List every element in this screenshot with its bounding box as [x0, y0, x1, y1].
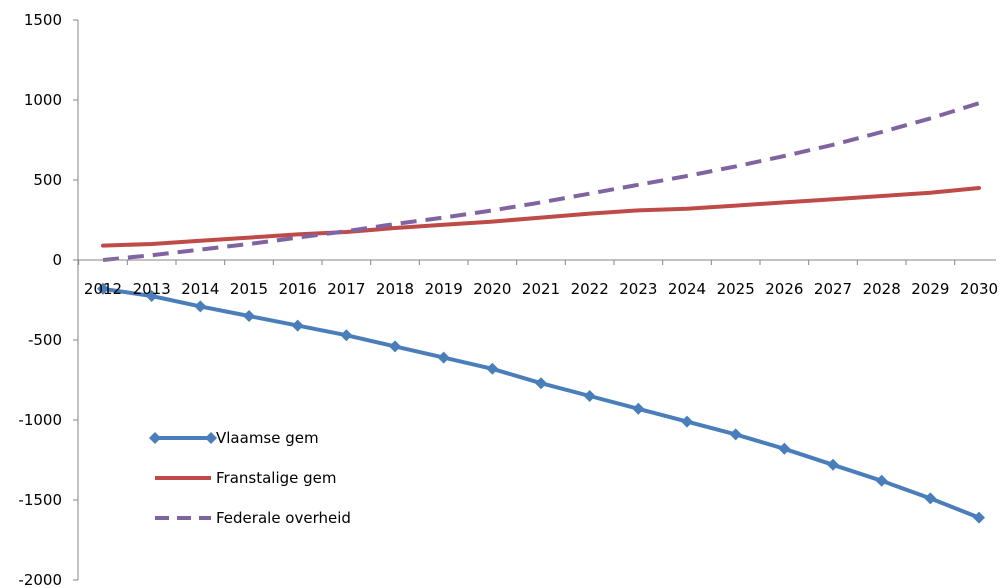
x-tick-label: 2013 [133, 280, 171, 298]
x-tick-label: 2014 [181, 280, 219, 298]
x-tick-label: 2023 [619, 280, 657, 298]
legend-label: Vlaamse gem [216, 429, 319, 447]
data-point [194, 300, 207, 313]
x-tick-label: 2016 [279, 280, 317, 298]
legend-marker [149, 432, 161, 444]
legend-marker [205, 432, 217, 444]
x-tick-label: 2012 [84, 280, 122, 298]
x-tick-label: 2027 [814, 280, 852, 298]
data-point [875, 474, 888, 487]
y-tick-label: -500 [28, 331, 62, 349]
x-tick-label: 2024 [668, 280, 706, 298]
data-point [924, 492, 937, 505]
y-tick-label: 500 [33, 171, 62, 189]
x-tick-label: 2017 [327, 280, 365, 298]
x-tick-label: 2030 [960, 280, 998, 298]
data-point [535, 377, 547, 390]
x-tick-label: 2028 [863, 280, 901, 298]
data-point [145, 290, 158, 302]
data-point [340, 329, 353, 342]
x-tick-label: 2019 [425, 280, 463, 298]
data-point [389, 340, 401, 353]
x-tick-label: 2021 [522, 280, 560, 298]
data-point [97, 282, 109, 295]
y-axis: 1500 1000 500 0 -500 -1000 -1500 -2000 [18, 11, 79, 588]
legend-item: Franstalige gem [155, 469, 337, 487]
x-tick-label: 2022 [571, 280, 609, 298]
data-point [437, 351, 450, 364]
data-point [291, 319, 304, 332]
data-point [486, 362, 499, 375]
legend-label: Federale overheid [216, 509, 351, 527]
series-line-1 [101, 186, 981, 248]
x-tick-label: 2018 [376, 280, 414, 298]
data-point [973, 511, 985, 524]
legend-label: Franstalige gem [216, 469, 337, 487]
x-tick-label: 2029 [911, 280, 949, 298]
y-tick-label: -1000 [18, 411, 62, 429]
data-point [729, 428, 742, 441]
x-tick-label: 2020 [473, 280, 511, 298]
data-point [632, 402, 645, 415]
x-tick-label: 2015 [230, 280, 268, 298]
x-tick-label: 2025 [717, 280, 755, 298]
series-line-2 [102, 101, 980, 262]
legend-item: Federale overheid [155, 509, 351, 527]
legend: Vlaamse gem Franstalige gem Federale overh… [149, 429, 351, 527]
y-tick-label: 0 [52, 251, 62, 269]
data-point [243, 310, 255, 322]
y-tick-label: 1500 [24, 11, 62, 29]
data-point [583, 390, 596, 402]
data-point [827, 458, 839, 471]
data-point [681, 415, 693, 428]
legend-item: Vlaamse gem [149, 429, 319, 447]
x-tick-label: 2026 [765, 280, 803, 298]
data-point [778, 442, 791, 455]
y-tick-label: -2000 [18, 571, 62, 588]
series-lines [97, 101, 985, 524]
y-tick-label: 1000 [24, 91, 62, 109]
y-tick-label: -1500 [18, 491, 62, 509]
x-axis: 2012 2013 2014 2015 2016 2017 2018 2019 2020 2021… [78, 259, 998, 298]
